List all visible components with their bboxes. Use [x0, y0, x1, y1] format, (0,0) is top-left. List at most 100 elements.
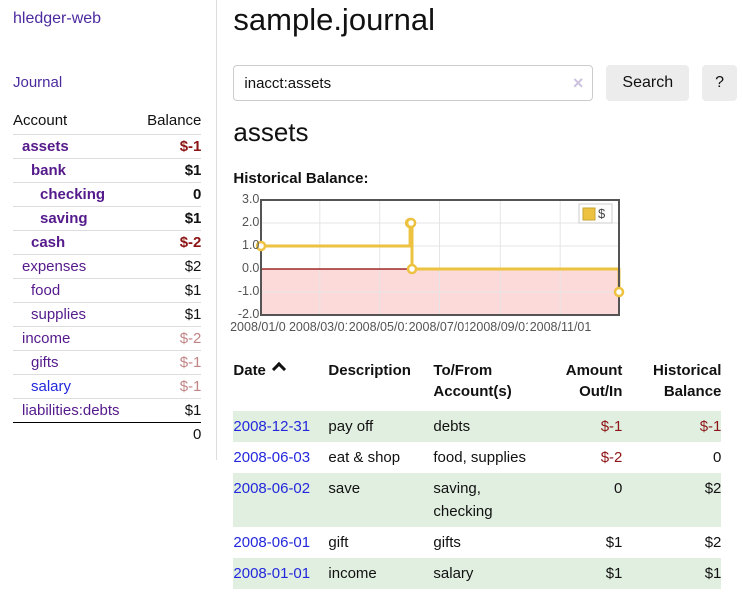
transaction-description: eat & shop — [328, 449, 401, 466]
transaction-amount: 0 — [545, 473, 629, 527]
x-axis-tick-label: 2008/05/01 — [347, 320, 414, 334]
transaction-amount: $1 — [545, 558, 629, 589]
chart-canvas: $ — [256, 199, 625, 316]
transaction-amount: $-1 — [545, 411, 629, 442]
account-balance: $1 — [184, 402, 202, 419]
legend-swatch — [582, 207, 596, 221]
sidebar-item-journal[interactable]: Journal — [13, 74, 63, 91]
transaction-amount: $-2 — [600, 449, 623, 466]
transaction-date-link[interactable]: 2008-06-01 — [233, 534, 311, 551]
column-header-label: Date — [233, 362, 266, 379]
account-row: income $-2 — [13, 326, 202, 351]
account-balance: $1 — [137, 278, 202, 303]
register-column-header-to-from-account-s-: To/From Account(s) — [433, 360, 545, 411]
account-balance: $-2 — [137, 230, 202, 255]
account-row: assets $-1 — [13, 134, 202, 159]
account-row: saving $1 — [13, 206, 202, 231]
account-link[interactable]: liabilities:debts — [22, 402, 120, 419]
account-row: food $1 — [13, 278, 202, 303]
register-column-header-historical-balance: Historical Balance — [628, 360, 721, 411]
account-row: expenses $2 — [13, 254, 202, 279]
account-link[interactable]: income — [22, 330, 71, 347]
account-link[interactable]: saving — [40, 210, 88, 227]
data-point-marker — [407, 263, 418, 275]
account-heading: assets — [233, 117, 309, 147]
transaction-description: gift — [328, 534, 349, 551]
account-link[interactable]: cash — [31, 234, 66, 251]
account-link[interactable]: checking — [40, 186, 106, 203]
transaction-amount: $1 — [605, 534, 623, 551]
chart-legend: $ — [578, 203, 613, 224]
account-row: cash $-2 — [13, 230, 202, 255]
register-header-row: Date Description To/From Account(s) Amount … — [233, 360, 721, 411]
account-link[interactable]: bank — [31, 162, 67, 179]
y-axis-tick-label: 0.0 — [242, 261, 260, 275]
accounts-total-value: 0 — [137, 422, 202, 446]
account-link[interactable]: food — [31, 282, 61, 299]
transaction-accounts: saving, checking — [433, 473, 546, 527]
register-column-header-description: Description — [328, 360, 433, 411]
legend-label: $ — [598, 206, 606, 221]
data-point-marker — [256, 240, 267, 252]
page-title: sample.journal — [233, 2, 435, 37]
account-balance: $2 — [137, 254, 202, 279]
transaction-accounts: food, supplies — [433, 449, 526, 466]
data-point-marker — [614, 286, 625, 298]
accounts-table: Account Balance assets $-1 bank $1 checking 0… — [13, 109, 202, 446]
accounts-header-row: Account Balance — [13, 109, 202, 135]
accounts-total-row: 0 — [13, 422, 202, 446]
transaction-row: 2008-12-31 pay off debts $-1 $-1 — [233, 411, 722, 442]
register-column-header-date[interactable]: Date — [233, 360, 328, 411]
column-header-label: Amount Out/In — [565, 362, 623, 400]
account-balance: $1 — [137, 302, 202, 327]
account-row: supplies $1 — [13, 302, 202, 327]
transaction-accounts: salary — [433, 558, 546, 589]
column-header-label: Historical Balance — [653, 362, 722, 400]
transaction-description: pay off — [328, 411, 434, 442]
column-header-label: To/From Account(s) — [433, 362, 512, 400]
y-axis-tick-label: -1.0 — [237, 284, 260, 298]
account-link[interactable]: gifts — [31, 354, 59, 371]
transaction-accounts: gifts — [433, 534, 461, 551]
clear-search-icon[interactable]: × — [572, 73, 584, 93]
balance-column-header: Balance — [137, 109, 202, 135]
transaction-row: 2008-06-03 eat & shop food, supplies $-2 0 — [233, 442, 721, 473]
transaction-balance: $-1 — [628, 411, 722, 442]
account-row: liabilities:debts $1 — [13, 399, 201, 423]
account-balance: $-2 — [137, 326, 202, 351]
account-balance: $-1 — [137, 350, 202, 375]
register-table: Date Description To/From Account(s) Amount … — [233, 360, 722, 589]
transaction-date-link[interactable]: 2008-12-31 — [233, 418, 311, 435]
account-balance: $-1 — [137, 134, 202, 159]
y-axis-tick-label: 3.0 — [242, 192, 260, 206]
transaction-row: 2008-06-02 save saving, checking 0 $2 — [233, 473, 722, 527]
app-brand-link[interactable]: hledger-web — [13, 10, 102, 27]
transaction-balance: $2 — [704, 534, 722, 551]
account-link[interactable]: expenses — [22, 258, 87, 275]
account-column-header: Account — [13, 109, 138, 135]
transaction-description: income — [328, 558, 434, 589]
y-axis-tick-label: -2.0 — [237, 307, 260, 321]
account-balance: $1 — [137, 206, 202, 231]
account-link[interactable]: supplies — [31, 306, 87, 323]
search-input[interactable] — [233, 65, 594, 101]
sort-ascending-icon — [271, 361, 286, 377]
transaction-row: 2008-01-01 income salary $1 $1 — [233, 558, 722, 589]
help-button[interactable]: ? — [702, 65, 737, 101]
transaction-date-link[interactable]: 2008-01-01 — [233, 565, 311, 582]
search-button[interactable]: Search — [606, 65, 690, 101]
search-bar: × Search ? — [233, 65, 737, 101]
transaction-balance: 0 — [713, 449, 722, 466]
column-header-label: Description — [328, 362, 411, 379]
x-axis-tick-label: 2008/09/01 — [467, 320, 534, 334]
x-axis-tick-label: 2008/07/01 — [406, 320, 473, 334]
transaction-date-link[interactable]: 2008-06-03 — [233, 449, 311, 466]
account-link[interactable]: salary — [31, 378, 72, 395]
transaction-date-link[interactable]: 2008-06-02 — [233, 480, 311, 497]
account-link[interactable]: assets — [22, 138, 69, 155]
account-row: salary $-1 — [13, 374, 202, 399]
sidebar: hledger-web Journal Account Balance asse… — [0, 0, 218, 460]
x-axis-tick-label: 2008/11/01 — [527, 320, 594, 334]
plot-border — [260, 199, 621, 316]
